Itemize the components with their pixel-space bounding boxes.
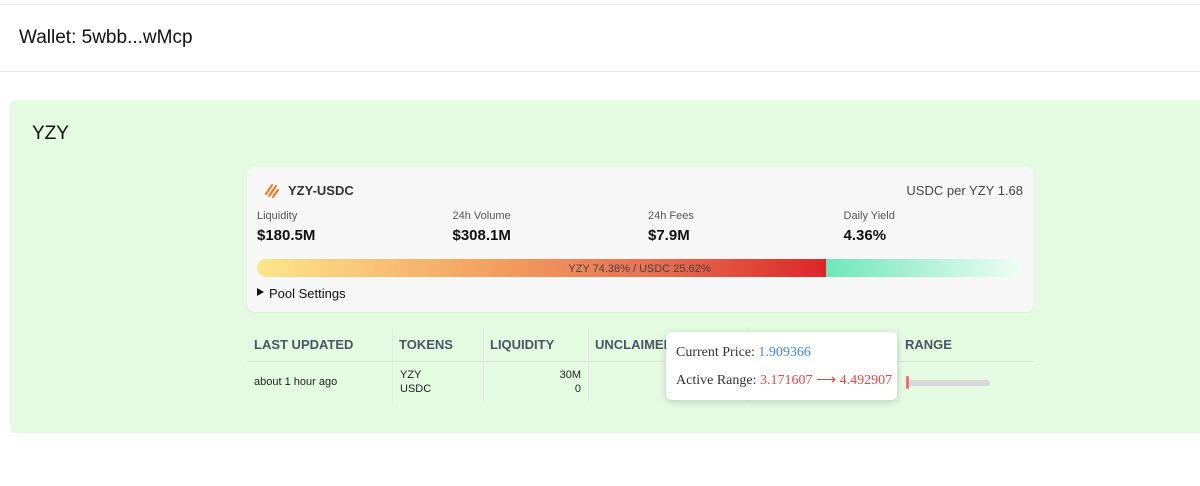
composition-segment [826, 259, 1022, 277]
range-track [906, 380, 990, 386]
stat-value: 4.36% [843, 227, 887, 244]
pool-card [247, 167, 1034, 312]
pool-name: YZY-USDC [288, 183, 354, 198]
column-header: RANGE [905, 337, 952, 352]
current-price: 1.909366 [758, 345, 811, 360]
range-marker [906, 376, 909, 389]
stat-value: $308.1M [452, 227, 511, 244]
column-divider [588, 327, 589, 403]
cell-liquidity: 30M [559, 369, 581, 381]
stat-label: 24h Volume [452, 210, 511, 222]
stat-value: $7.9M [648, 227, 690, 244]
column-divider [898, 327, 899, 403]
column-divider [483, 327, 484, 403]
column-header: TOKENS [399, 337, 453, 352]
cell-updated: about 1 hour ago [254, 376, 338, 388]
column-divider [392, 327, 393, 403]
composition-bar [257, 259, 1022, 277]
cell-liquidity: 0 [574, 383, 581, 395]
cell-token: YZY [400, 369, 422, 381]
pool-settings[interactable]: Pool Settings [269, 286, 346, 301]
tooltip-label: Active Range: [676, 373, 757, 388]
column-header: LAST UPDATED [254, 337, 354, 352]
expand-icon[interactable] [257, 288, 264, 296]
divider [0, 71, 1200, 72]
group-title: YZY [32, 123, 69, 144]
composition-segment [257, 259, 826, 277]
table-rule [247, 361, 1034, 362]
stat-label: Liquidity [257, 210, 298, 222]
tooltip-label: Current Price: [676, 345, 755, 360]
range-high: 4.492907 [839, 373, 893, 388]
stat-label: 24h Fees [648, 210, 694, 222]
wallet-title: Wallet: 5wbb...wMcp [19, 27, 193, 48]
top-border [0, 4, 1200, 5]
pool-price: USDC per YZY 1.68 [906, 183, 1023, 198]
stat-value: $180.5M [257, 227, 316, 244]
tooltip: Current Price: 1.909366 Active Range: 3.… [666, 332, 897, 400]
cell-token: USDC [400, 383, 432, 395]
pool-icon [265, 184, 279, 198]
composition-label: YZY 74.38% / USDC 25.62% [568, 263, 711, 275]
range-low: 3.171607 [759, 373, 813, 388]
range-arrow: ⟶ [815, 373, 837, 388]
stat-label: Daily Yield [843, 210, 895, 222]
column-header: LIQUIDITY [490, 337, 555, 352]
